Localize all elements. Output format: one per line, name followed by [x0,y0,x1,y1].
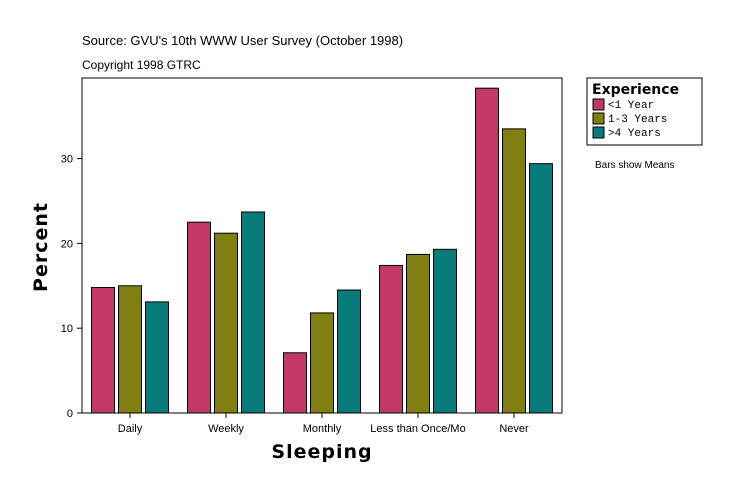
bar-2-1 [310,312,334,414]
bar-3-2 [433,248,457,414]
copyright-caption: Copyright 1998 GTRC [82,58,201,72]
bar-0-1 [118,285,142,414]
legend-label: >4 Years [608,128,661,140]
legend-swatch [592,112,605,125]
x-axis: Daily Weekly Monthly Less than Once/Mo Never [118,413,529,435]
legend-swatch [592,126,605,139]
x-tick-label: Weekly [208,423,244,435]
bar-2-2 [337,289,361,414]
bar-3-1 [406,253,430,414]
y-axis-label: Percent [30,202,52,292]
bar-0-0 [91,286,115,414]
x-tick-label: Less than Once/Mo [370,423,465,435]
bars-group [91,87,553,414]
legend-label: <1 Year [608,100,654,112]
legend: Experience <1 Year 1-3 Years >4 Years [586,77,703,146]
bar-4-1 [502,128,526,414]
bar-3-0 [379,264,403,414]
bar-1-0 [187,221,211,414]
x-tick-label: Monthly [303,423,342,435]
bar-4-2 [529,163,553,414]
bar-0-2 [145,301,169,414]
legend-label: 1-3 Years [608,114,667,126]
bars-note: Bars show Means [595,160,674,171]
y-tick-label: 10 [61,323,73,335]
legend-items: <1 Year 1-3 Years >4 Years [592,98,667,140]
bar-2-0 [283,352,307,414]
y-tick-label: 0 [67,408,73,420]
source-caption: Source: GVU's 10th WWW User Survey (Octo… [82,33,403,48]
y-tick-label: 30 [61,154,73,166]
bar-4-0 [475,87,499,414]
x-axis-label: Sleeping [271,441,372,463]
bar-1-1 [214,232,238,414]
x-tick-label: Daily [118,423,143,435]
legend-box [586,77,703,146]
bar-1-2 [241,211,265,414]
x-tick-label: Never [499,423,529,435]
legend-title: Experience [592,82,679,98]
y-axis: 0 10 20 30 [61,154,82,420]
legend-swatch [592,98,605,111]
y-tick-label: 20 [61,238,73,250]
